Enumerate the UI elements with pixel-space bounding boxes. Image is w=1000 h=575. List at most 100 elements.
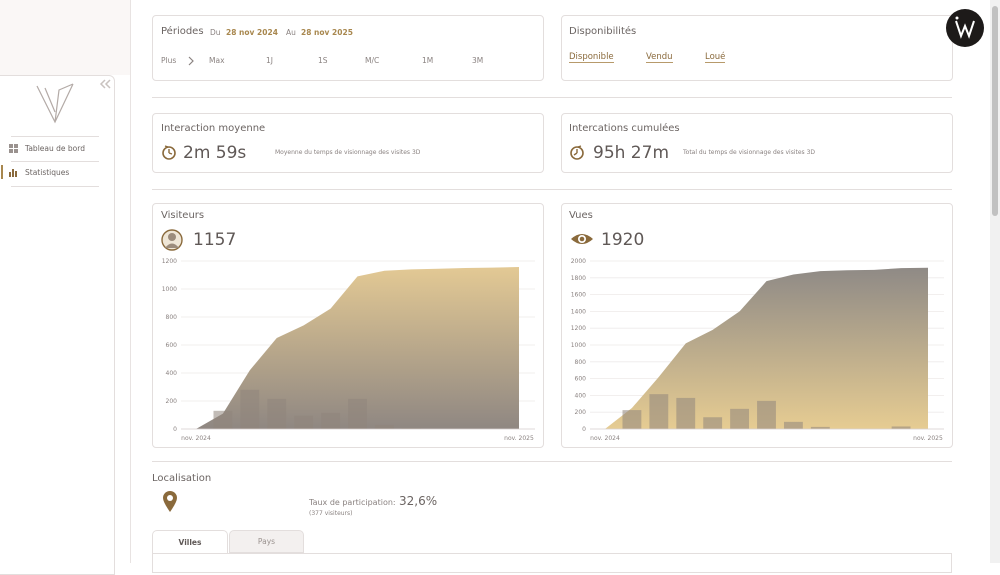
period-option[interactable]: 1J bbox=[266, 56, 273, 65]
y-tick-label: 600 bbox=[166, 342, 178, 349]
y-tick-label: 2000 bbox=[571, 258, 586, 265]
views-chart: 0 200 400 600 800 1000 1200 1400 1600 1800 2000 nov… bbox=[571, 258, 944, 442]
bar bbox=[891, 426, 911, 429]
card-title: Disponibilités bbox=[569, 26, 637, 37]
interaction-card: Interaction moyenne 2m 59s Moyenne du te… bbox=[152, 113, 544, 173]
dashboard-icon bbox=[9, 144, 18, 153]
brand-button[interactable] bbox=[945, 8, 985, 48]
period-option[interactable]: M/C bbox=[365, 56, 380, 65]
bar bbox=[240, 389, 260, 429]
bar bbox=[348, 398, 367, 429]
periods-card: Périodes Du 28 nov 2024 Au 28 nov 2025 P… bbox=[152, 15, 544, 81]
active-indicator bbox=[1, 165, 3, 179]
period-option[interactable]: 1M bbox=[422, 56, 434, 65]
scrollbar bbox=[990, 0, 1000, 563]
visitors-card: Visiteurs 1157 0 200 400 600 800 1000 1200 nov.… bbox=[152, 203, 544, 448]
rate-value: 32,6% bbox=[399, 494, 438, 508]
y-tick-label: 1000 bbox=[571, 342, 586, 349]
visitor-icon bbox=[161, 229, 183, 251]
bar bbox=[401, 428, 421, 429]
bar bbox=[730, 408, 750, 429]
logo bbox=[36, 83, 74, 124]
divider bbox=[152, 461, 952, 462]
section-title: Localisation bbox=[152, 473, 212, 484]
x-tick-label: nov. 2024 bbox=[590, 435, 620, 442]
bar bbox=[374, 424, 394, 429]
bar bbox=[294, 415, 314, 429]
sidebar: Tableau de bord Statistiques bbox=[0, 75, 115, 575]
divider bbox=[11, 136, 99, 137]
metric-value: 1157 bbox=[193, 230, 237, 250]
y-tick-label: 1200 bbox=[162, 258, 177, 265]
divider bbox=[152, 97, 952, 98]
x-tick-label: nov. 2025 bbox=[913, 435, 943, 442]
y-tick-label: 1000 bbox=[162, 286, 177, 293]
metric-value: 95h 27m bbox=[593, 143, 670, 163]
collapse-button[interactable] bbox=[99, 79, 113, 89]
area bbox=[196, 267, 519, 429]
bar bbox=[213, 410, 233, 429]
metric-description: Moyenne du temps de visionnage des visit… bbox=[275, 149, 421, 156]
bar bbox=[321, 412, 341, 429]
card-title: Visiteurs bbox=[161, 210, 205, 221]
availability-card: Disponibilités Disponible Vendu Loué bbox=[561, 15, 953, 81]
visitors-chart: 0 200 400 600 800 1000 1200 nov. 2024 nov. 2025 bbox=[162, 258, 535, 442]
scrollbar-thumb[interactable] bbox=[992, 6, 998, 216]
filter-link[interactable]: Loué bbox=[705, 52, 726, 63]
bar bbox=[703, 417, 723, 429]
y-tick-label: 1400 bbox=[571, 308, 586, 315]
bar bbox=[783, 421, 803, 429]
tab-panel bbox=[152, 553, 952, 573]
bar bbox=[622, 410, 642, 429]
x-tick-label: nov. 2024 bbox=[181, 435, 211, 442]
period-option[interactable]: 1S bbox=[318, 56, 328, 65]
y-tick-label: 0 bbox=[582, 426, 586, 433]
cumulative-card: Intercations cumulées 95h 27m Total du t… bbox=[561, 113, 953, 173]
bar bbox=[810, 426, 830, 429]
y-tick-label: 1600 bbox=[571, 292, 586, 299]
y-tick-label: 600 bbox=[575, 376, 587, 383]
bar bbox=[757, 400, 776, 429]
label: Du bbox=[210, 28, 221, 37]
separator bbox=[130, 0, 131, 563]
nav-item[interactable]: Statistiques bbox=[25, 168, 70, 177]
y-tick-label: 400 bbox=[575, 392, 587, 399]
y-tick-label: 200 bbox=[575, 409, 587, 416]
y-tick-label: 200 bbox=[166, 398, 178, 405]
date[interactable]: 28 nov 2024 bbox=[226, 28, 278, 37]
metric-value: 2m 59s bbox=[183, 143, 247, 163]
y-tick-label: 0 bbox=[173, 426, 177, 433]
bar bbox=[676, 397, 696, 429]
label: Au bbox=[286, 28, 296, 37]
card-title: Intercations cumulées bbox=[569, 123, 680, 134]
area bbox=[605, 267, 928, 429]
period-option[interactable]: 3M bbox=[472, 56, 484, 65]
rate-label: Taux de participation: bbox=[309, 498, 396, 507]
pin-icon bbox=[163, 491, 177, 512]
views-card: Vues 1920 0 200 400 600 800 1000 1200 1400 1600 1… bbox=[561, 203, 953, 448]
clock-icon bbox=[162, 145, 176, 160]
nav-item[interactable]: Tableau de bord bbox=[25, 144, 85, 153]
tab[interactable]: Pays bbox=[229, 530, 304, 553]
card-title: Périodes bbox=[161, 26, 204, 37]
sidebar-top bbox=[0, 0, 130, 75]
y-tick-label: 1200 bbox=[571, 325, 586, 332]
metric-value: 1920 bbox=[601, 230, 645, 250]
divider bbox=[11, 161, 99, 162]
chevron bbox=[188, 56, 194, 66]
tab-active[interactable]: Villes bbox=[152, 530, 228, 554]
period-option[interactable]: Max bbox=[209, 56, 225, 65]
x-tick-label: nov. 2025 bbox=[504, 435, 534, 442]
y-tick-label: 800 bbox=[575, 359, 587, 366]
more-button[interactable]: Plus bbox=[161, 56, 177, 65]
filter-link[interactable]: Disponible bbox=[569, 52, 614, 63]
date[interactable]: 28 nov 2025 bbox=[301, 28, 353, 37]
bar bbox=[267, 398, 287, 429]
card-title: Interaction moyenne bbox=[161, 123, 266, 134]
y-tick-label: 1800 bbox=[571, 275, 586, 282]
metric-description: Total du temps de visionnage des visites… bbox=[683, 149, 816, 156]
divider bbox=[152, 189, 952, 190]
rate-visitors: (377 visiteurs) bbox=[309, 510, 353, 517]
filter-link[interactable]: Vendu bbox=[646, 52, 673, 63]
